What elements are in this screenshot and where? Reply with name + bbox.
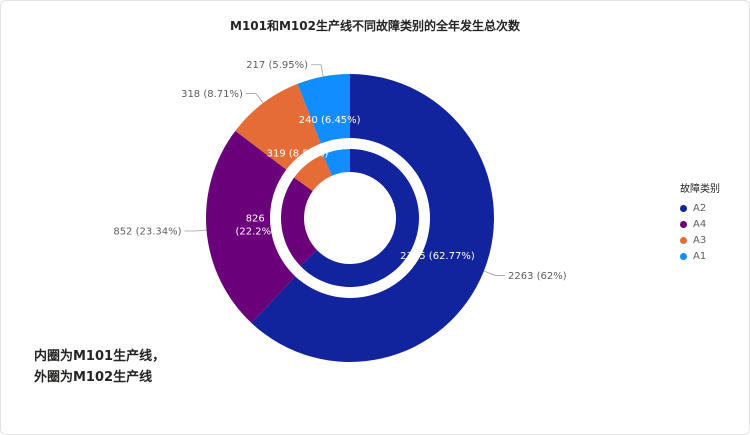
legend-swatch xyxy=(680,252,687,260)
chart-title: M101和M102生产线不同故障类别的全年发生总次数 xyxy=(230,19,520,33)
annotation-line-2: 外圈为M102生产线 xyxy=(34,370,153,385)
inner-data-label: 826 (22.2%) xyxy=(235,214,275,238)
inner-slice-a3 xyxy=(294,154,332,192)
legend-label: A4 xyxy=(693,218,707,230)
outer-leader-line xyxy=(184,229,207,232)
legend-item-a4[interactable]: A4 xyxy=(680,216,720,232)
legend-swatch xyxy=(680,220,687,228)
outer-slice-a4 xyxy=(205,130,296,323)
ring-separator xyxy=(273,141,427,295)
legend-item-a2[interactable]: A2 xyxy=(680,200,720,216)
outer-slice-a3 xyxy=(235,83,321,170)
inner-data-label: 240 (6.45%) xyxy=(299,115,361,126)
ring-annotation: 内圈为M101生产线， 外圈为M102生产线 xyxy=(34,346,165,388)
outer-data-label: 852 (23.34%) xyxy=(113,227,181,238)
outer-slice-a1 xyxy=(297,74,350,144)
outer-leader-line xyxy=(483,270,506,276)
inner-slice-a4 xyxy=(281,177,317,266)
outer-leader-line xyxy=(311,64,324,77)
legend: 故障类别 A2 A4 A3 A1 xyxy=(680,180,720,264)
inner-data-label: 2335 (62.77%) xyxy=(400,251,475,262)
legend-title: 故障类别 xyxy=(680,184,720,195)
legend-label: A3 xyxy=(693,234,707,246)
inner-slice-a2 xyxy=(300,149,419,287)
outer-data-label: 217 (5.95%) xyxy=(246,60,308,71)
legend-item-a1[interactable]: A1 xyxy=(680,248,720,264)
legend-swatch xyxy=(680,204,687,212)
inner-slice-a1 xyxy=(322,149,350,176)
legend-label: A1 xyxy=(693,250,707,262)
outer-leader-line xyxy=(245,93,264,104)
legend-label: A2 xyxy=(693,202,707,214)
outer-slice-a2 xyxy=(251,74,494,362)
inner-data-label: 319 (8.58%) xyxy=(267,148,329,159)
legend-item-a3[interactable]: A3 xyxy=(680,232,720,248)
legend-swatch xyxy=(680,236,687,244)
outer-data-label: 2263 (62%) xyxy=(508,271,567,282)
outer-data-label: 318 (8.71%) xyxy=(181,89,243,100)
annotation-line-1: 内圈为M101生产线， xyxy=(34,349,166,364)
